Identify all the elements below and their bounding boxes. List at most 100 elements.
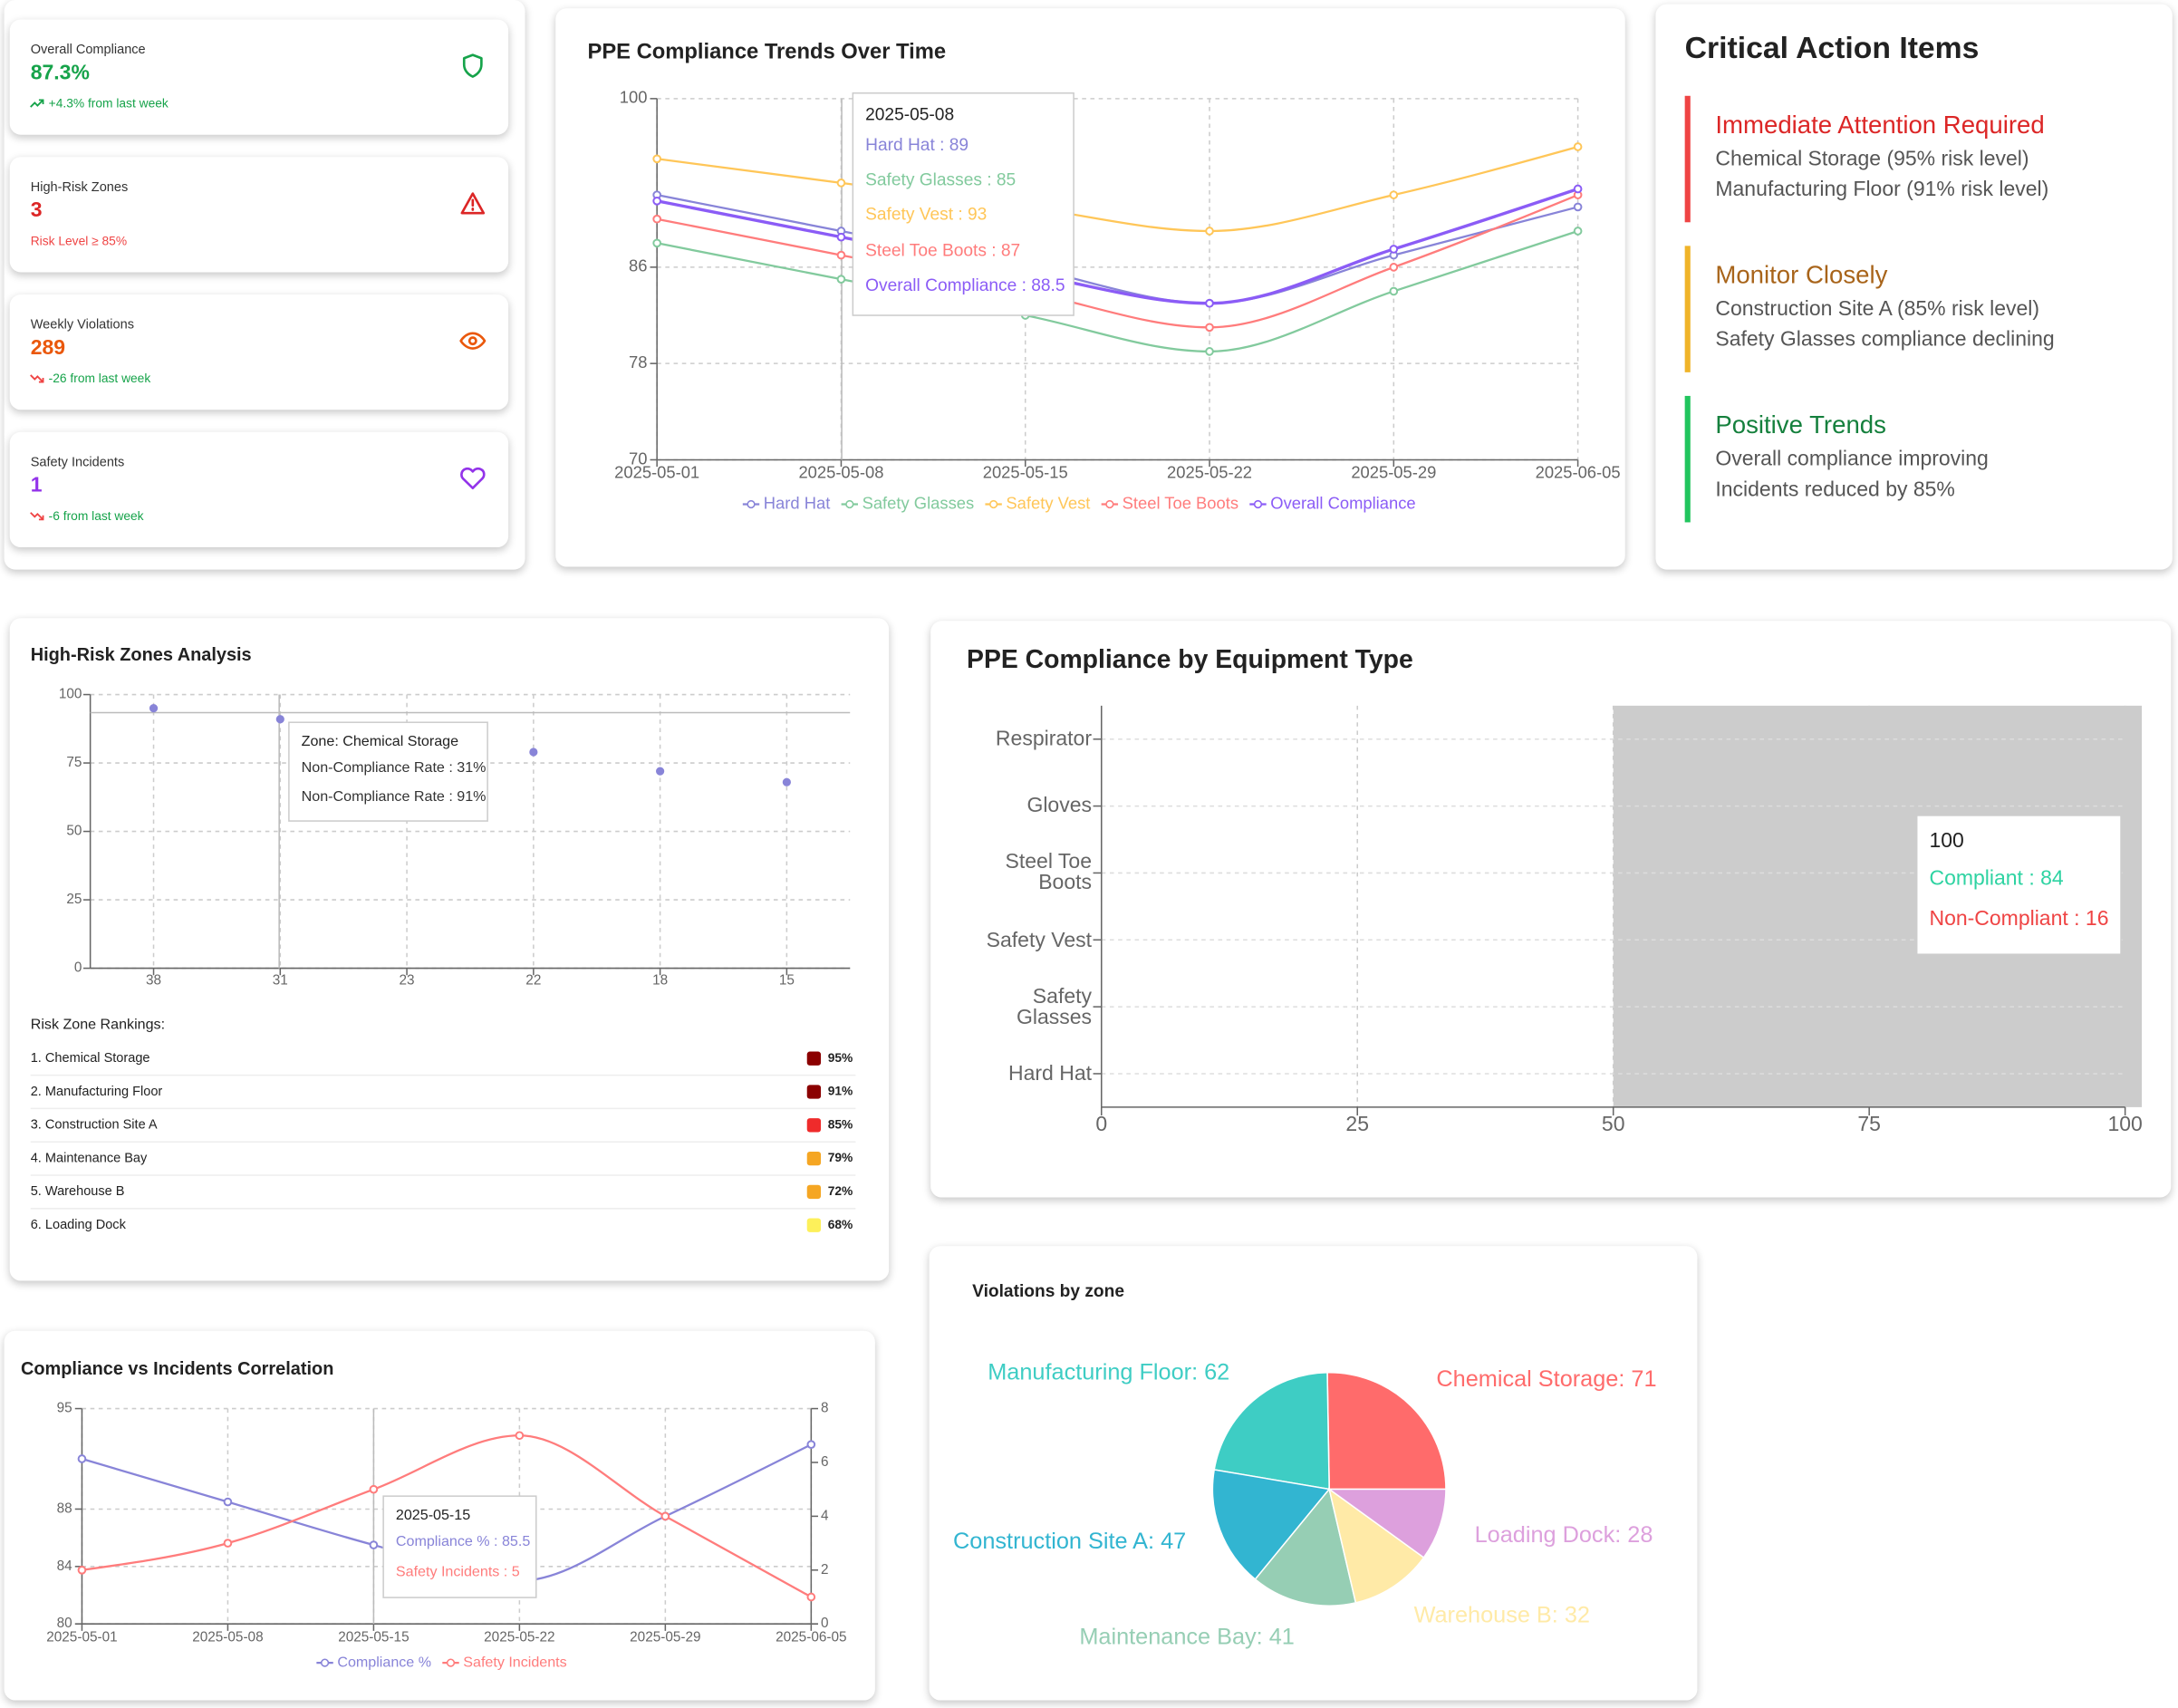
ranking-name: 5. Warehouse B: [31, 1184, 125, 1199]
action-line: Safety Glasses compliance declining: [1715, 327, 2054, 351]
legend-icon: [320, 1658, 330, 1667]
series-line: [656, 194, 1579, 329]
y-tick-label: Respirator: [995, 727, 1093, 751]
series-dot: [660, 1511, 670, 1521]
x-tick-label: 2025-05-15: [983, 463, 1068, 482]
x-tick-label: 38: [146, 972, 161, 988]
series-dot: [77, 1454, 87, 1463]
action-line: Overall compliance improving: [1715, 447, 1988, 470]
kpi-value: 87.3%: [31, 60, 90, 83]
point: [149, 704, 159, 713]
series-dot: [1205, 347, 1214, 356]
series-dot: [369, 1540, 379, 1549]
y-tick-label: 0: [74, 960, 82, 976]
x-tick-label: 25: [1345, 1112, 1369, 1135]
x-tick-label: 2025-05-15: [338, 1630, 409, 1645]
ranking-level: 68%: [828, 1218, 853, 1231]
series-dot: [836, 232, 846, 242]
tooltip-title: Zone: Chemical Storage: [302, 733, 458, 749]
tooltip-line: Non-Compliant : 16: [1929, 906, 2108, 930]
point: [656, 767, 665, 776]
tooltip-line: Safety Vest : 93: [865, 206, 987, 225]
kpi-label: Safety Incidents: [31, 455, 125, 469]
y-tick-label: Steel Toe Boots: [1005, 850, 1093, 895]
action-bar: [1684, 395, 1691, 523]
tooltip-line: Hard Hat : 89: [865, 136, 969, 155]
tooltip-line: Safety Glasses : 85: [865, 170, 1016, 189]
trend-arrow: [30, 99, 44, 108]
tooltip-title: 2025-05-08: [865, 105, 954, 124]
tooltip-line: Non-Compliance Rate : 31%: [302, 759, 487, 776]
kpi-value: 3: [31, 198, 43, 221]
series-dot: [806, 1440, 816, 1449]
legend-icon: [747, 499, 756, 509]
series-dot: [1389, 263, 1399, 272]
legend-label: Safety Incidents: [463, 1654, 566, 1670]
legend-icon: [1105, 499, 1114, 509]
action-line: Manufacturing Floor (91% risk level): [1715, 177, 2048, 200]
ranking-swatch: [806, 1184, 822, 1200]
point: [275, 715, 284, 724]
series-dot: [1389, 245, 1399, 254]
series-dot: [1389, 286, 1399, 296]
kpi-note: -26 from last week: [49, 372, 151, 385]
series-line: [656, 229, 1578, 353]
pie-label: Construction Site A: 47: [953, 1529, 1186, 1554]
series-dot: [652, 196, 661, 206]
series-line: [656, 187, 1579, 305]
y2-tick-label: 6: [821, 1454, 829, 1470]
pie-slice: [1211, 1469, 1331, 1581]
series-dot: [836, 179, 846, 188]
y-tick-label: 95: [57, 1401, 72, 1416]
kpi-card: [9, 19, 509, 135]
chart-title: Compliance vs Incidents Correlation: [21, 1359, 333, 1379]
tooltip-line: Non-Compliance Rate : 91%: [302, 788, 487, 805]
point: [529, 748, 538, 757]
x-tick-label: 2025-05-29: [630, 1630, 700, 1645]
ranking-name: 4. Maintenance Bay: [31, 1151, 148, 1165]
pie-slice: [1327, 1487, 1425, 1604]
tooltip-line: Steel Toe Boots : 87: [865, 242, 1020, 261]
ranking-swatch: [806, 1118, 822, 1133]
y-tick-label: 84: [57, 1558, 73, 1574]
x-tick-label: 75: [1857, 1112, 1881, 1135]
series-dot: [369, 1484, 379, 1494]
kpi-card: [9, 294, 509, 410]
ranking-name: 2. Manufacturing Floor: [31, 1085, 163, 1099]
series-dot: [1389, 190, 1399, 199]
x-tick-label: 31: [273, 972, 288, 988]
x-tick-label: 2025-05-22: [1167, 463, 1252, 482]
chart-title: Violations by zone: [972, 1282, 1124, 1301]
legend-label: Safety Vest: [1006, 493, 1090, 512]
series-dot: [223, 1539, 233, 1548]
ranking-name: 6. Loading Dock: [31, 1218, 127, 1232]
action-card: [1655, 4, 2173, 570]
legend-item: Safety Glasses: [841, 493, 975, 512]
x-tick-label: 100: [2107, 1112, 2142, 1135]
series-dot: [1205, 298, 1214, 308]
ranking-name: 1. Chemical Storage: [31, 1051, 150, 1066]
legend-item: Safety Vest: [985, 493, 1090, 512]
y-tick-label: 100: [620, 88, 648, 107]
y2-tick-label: 8: [821, 1401, 829, 1416]
ranking-swatch: [806, 1151, 822, 1166]
x-tick-label: 2025-05-01: [46, 1630, 117, 1645]
ranking-level: 95%: [828, 1051, 853, 1065]
tooltip-line: Safety Incidents : 5: [396, 1564, 520, 1580]
kpi-note: Risk Level ≥ 85%: [31, 234, 127, 247]
tooltip-line: Compliant : 84: [1929, 866, 2063, 890]
series-dot: [652, 154, 661, 164]
series-dot: [77, 1565, 87, 1575]
tooltip-line: Overall Compliance : 88.5: [865, 276, 1065, 295]
legend-icon: [989, 499, 998, 509]
legend-label: Hard Hat: [764, 493, 831, 512]
legend-label: Safety Glasses: [863, 493, 975, 512]
ranking-level: 79%: [828, 1151, 853, 1164]
series-line: [82, 1434, 812, 1598]
trend-arrow: [30, 512, 44, 521]
action-heading: Immediate Attention Required: [1715, 111, 2044, 139]
series-dot: [1205, 227, 1214, 236]
legend-icon: [446, 1658, 456, 1667]
